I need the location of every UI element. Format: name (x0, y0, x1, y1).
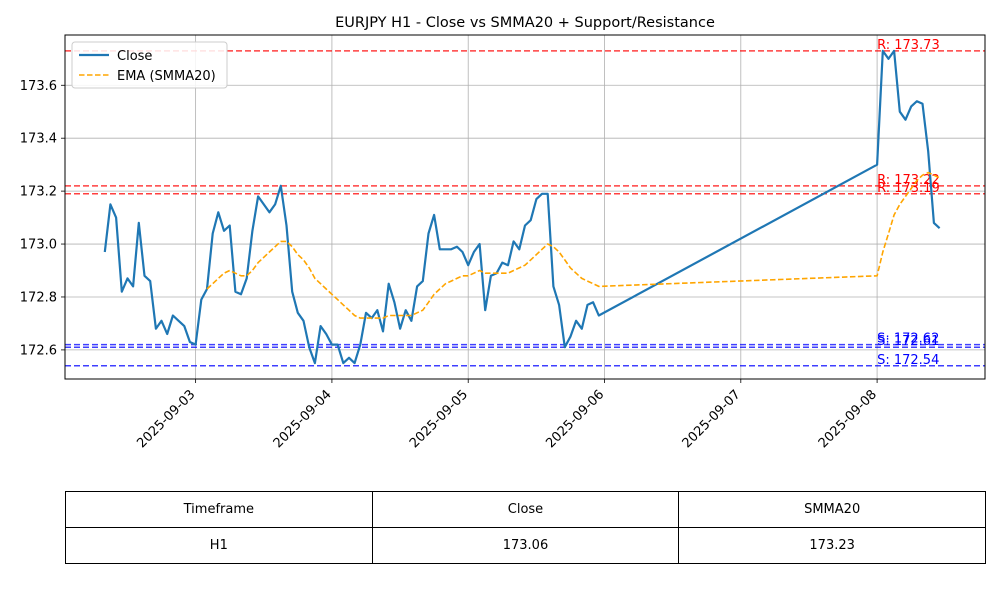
x-tick-label: 2025-09-04 (271, 387, 335, 451)
y-tick-label: 173.0 (20, 238, 57, 253)
legend-label-ema: EMA (SMMA20) (117, 69, 216, 84)
y-tick-label: 173.6 (20, 79, 57, 94)
legend: Close EMA (SMMA20) (71, 41, 228, 89)
legend-label-close: Close (117, 49, 152, 64)
plot-frame (64, 34, 986, 380)
table-header-close: Close (371, 491, 680, 528)
summary-table: Timeframe Close SMMA20 H1 173.06 173.23 (65, 491, 986, 564)
x-tick-label: 2025-09-08 (816, 387, 880, 451)
legend-box (71, 41, 228, 89)
smma20-series-line (206, 171, 940, 319)
y-tick-label: 173.2 (20, 185, 57, 200)
x-axis: 2025-09-03 2025-09-04 2025-09-05 2025-09-06… (134, 379, 880, 451)
table-header-smma20: SMMA20 (678, 491, 986, 528)
resistance-label: R: 173.19 (877, 181, 940, 196)
x-tick-label: 2025-09-03 (134, 387, 198, 451)
y-tick-label: 172.6 (20, 343, 57, 358)
table-row: H1 173.06 173.23 (65, 527, 986, 564)
y-tick-label: 173.4 (20, 132, 57, 147)
support-resistance-levels: R: 173.73R: 173.22R: 173.19S: 172.62S: 1… (65, 38, 985, 368)
series (103, 49, 941, 365)
x-tick-label: 2025-09-05 (407, 387, 471, 451)
close-series-line (103, 49, 941, 365)
x-tick-label: 2025-09-07 (680, 387, 744, 451)
support-label: S: 172.54 (877, 353, 939, 368)
resistance-label: R: 173.73 (877, 38, 940, 53)
resistance-label: R: 173.22 (877, 173, 940, 188)
support-label: S: 172.62 (877, 332, 939, 347)
table-header-row: Timeframe Close SMMA20 (65, 491, 986, 528)
x-tick-label: 2025-09-06 (543, 387, 607, 451)
table-cell-close: 173.06 (371, 527, 680, 564)
table-cell-timeframe: H1 (65, 527, 373, 564)
chart: EURJPY H1 - Close vs SMMA20 + Support/Re… (20, 15, 986, 451)
support-label: S: 172.61 (877, 334, 939, 349)
table-cell-smma20: 173.23 (678, 527, 986, 564)
chart-title: EURJPY H1 - Close vs SMMA20 + Support/Re… (335, 15, 715, 31)
y-axis: 172.6 172.8 173.0 173.2 173.4 173.6 (20, 79, 65, 358)
table-header-timeframe: Timeframe (65, 491, 373, 528)
y-tick-label: 172.8 (20, 290, 57, 305)
